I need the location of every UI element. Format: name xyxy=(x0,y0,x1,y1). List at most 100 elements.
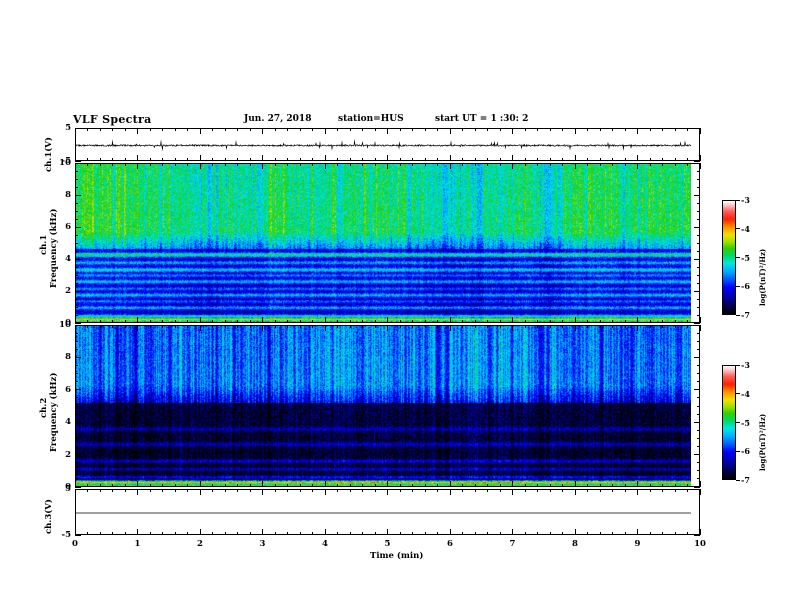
ch2-spectrogram-image xyxy=(76,326,691,486)
ytick-minor xyxy=(75,218,78,220)
xtick-minor xyxy=(524,325,526,328)
ytick-label-p-ch1v-0: 5 xyxy=(65,123,71,133)
ch3-voltage-trace xyxy=(76,490,699,534)
xtick-major-bottom xyxy=(512,317,513,323)
xtick-major-bottom xyxy=(262,155,263,161)
xtick-minor xyxy=(624,489,626,492)
xtick-minor xyxy=(624,128,626,131)
xtick-minor xyxy=(112,163,113,166)
xtick-major-bottom xyxy=(574,317,576,323)
xtick-minor xyxy=(249,489,251,492)
ytick-minor-right xyxy=(697,413,700,415)
xtick-major xyxy=(449,163,451,169)
xtick-major xyxy=(199,489,201,495)
xtick-major xyxy=(262,489,263,495)
xtick-minor-bottom xyxy=(499,532,501,535)
ytick-major-right xyxy=(694,389,700,391)
xtick-major-bottom xyxy=(324,155,326,161)
ytick-label-p-ch2s-1: 8 xyxy=(65,352,71,363)
xtick-minor-bottom xyxy=(274,532,276,535)
ytick-label-p-ch3v-1: -5 xyxy=(61,530,71,540)
ytick-minor-right xyxy=(697,446,700,447)
xtick-label-2: 2 xyxy=(197,539,203,549)
xtick-minor-bottom xyxy=(424,158,426,161)
xtick-minor xyxy=(162,489,163,492)
xtick-minor xyxy=(299,128,301,131)
xtick-minor-bottom xyxy=(662,532,663,535)
xtick-minor-bottom xyxy=(249,320,251,323)
xtick-minor-bottom xyxy=(187,484,188,487)
xtick-minor-bottom xyxy=(499,484,501,487)
xtick-minor xyxy=(362,489,363,492)
xtick-minor-bottom xyxy=(249,484,251,487)
xtick-minor-bottom xyxy=(287,484,288,487)
colorbar-tick xyxy=(736,450,740,452)
xtick-label-10: 10 xyxy=(694,539,706,549)
xtick-minor xyxy=(549,489,551,492)
ylabel-ch2-channel: ch.2 xyxy=(39,397,49,418)
xtick-minor-bottom xyxy=(349,320,351,323)
xtick-major-bottom xyxy=(637,155,638,161)
ytick-minor xyxy=(75,170,78,172)
xtick-minor xyxy=(362,325,363,328)
ylabel-ch1-voltage: ch.1(V) xyxy=(44,137,54,172)
colorbar-tick-label-1-1: -4 xyxy=(741,388,750,399)
xtick-minor-bottom xyxy=(274,484,276,487)
ytick-label-p-ch2s-5: 0 xyxy=(65,482,71,492)
xtick-minor-bottom xyxy=(674,484,676,487)
ytick-major xyxy=(75,194,81,196)
ytick-minor xyxy=(75,178,78,180)
xtick-minor-bottom xyxy=(187,158,188,161)
ytick-minor xyxy=(75,397,78,399)
colorbar-tick xyxy=(736,479,740,481)
panel-ch1-spectrogram xyxy=(75,163,700,323)
ytick-minor xyxy=(75,234,78,236)
xtick-minor-bottom xyxy=(474,484,476,487)
xtick-minor xyxy=(124,163,126,166)
ytick-minor-right xyxy=(697,405,700,407)
xtick-minor-bottom xyxy=(687,320,688,323)
colorbar-tick-label-0-1: -4 xyxy=(741,223,750,234)
xtick-minor xyxy=(237,489,238,492)
xtick-minor-bottom xyxy=(212,532,213,535)
xtick-major xyxy=(74,128,76,134)
xtick-minor-bottom xyxy=(87,320,88,323)
xtick-minor-bottom xyxy=(474,532,476,535)
xtick-minor-bottom xyxy=(587,320,588,323)
ytick-minor-right xyxy=(697,218,700,220)
ytick-major xyxy=(75,160,81,162)
xtick-minor-bottom xyxy=(562,158,563,161)
ytick-major-right xyxy=(694,258,700,260)
xtick-minor xyxy=(424,325,426,328)
colorbar-ch2 xyxy=(722,365,736,480)
ytick-minor-right xyxy=(697,234,700,236)
xtick-major xyxy=(137,489,138,495)
xtick-minor-bottom xyxy=(437,158,438,161)
xtick-minor xyxy=(224,128,226,131)
xtick-major-bottom xyxy=(74,481,76,487)
xtick-minor-bottom xyxy=(599,484,601,487)
ytick-minor xyxy=(75,274,78,276)
xtick-major-bottom xyxy=(137,155,138,161)
xtick-major xyxy=(74,163,76,169)
header-date: Jun. 27, 2018 xyxy=(244,114,312,124)
xtick-minor xyxy=(687,128,688,131)
xtick-minor xyxy=(287,489,288,492)
ytick-minor-right xyxy=(697,314,700,316)
xtick-minor xyxy=(562,163,563,166)
xtick-minor xyxy=(312,325,313,328)
xtick-minor xyxy=(249,128,251,131)
colorbar-tick-label-0-0: -3 xyxy=(741,195,750,205)
xtick-minor xyxy=(237,163,238,166)
xtick-minor-bottom xyxy=(237,532,238,535)
xtick-minor-bottom xyxy=(562,484,563,487)
xtick-minor xyxy=(399,128,401,131)
xtick-major-bottom xyxy=(449,155,451,161)
xtick-minor xyxy=(249,163,251,166)
xtick-minor xyxy=(599,128,601,131)
xtick-minor-bottom xyxy=(487,158,488,161)
xtick-major xyxy=(449,128,451,134)
xtick-minor xyxy=(649,489,651,492)
xtick-minor-bottom xyxy=(612,484,613,487)
panel-ch2-spectrogram xyxy=(75,325,700,487)
